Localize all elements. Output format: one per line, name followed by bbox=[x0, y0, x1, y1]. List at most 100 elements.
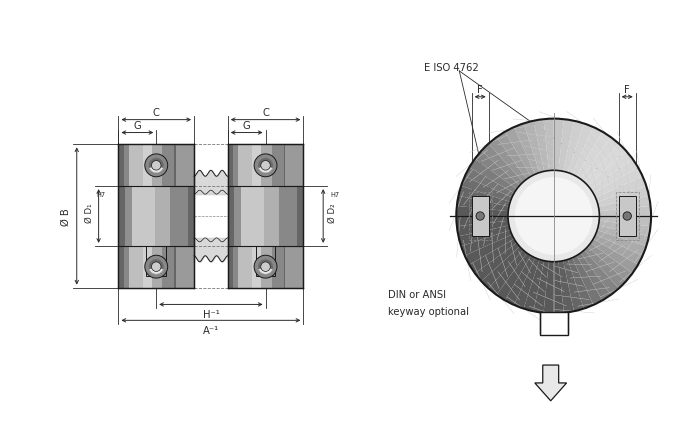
Text: H⁻¹: H⁻¹ bbox=[202, 310, 219, 320]
Polygon shape bbox=[241, 187, 264, 246]
Wedge shape bbox=[543, 262, 554, 314]
Polygon shape bbox=[118, 145, 194, 187]
Wedge shape bbox=[596, 177, 646, 202]
Wedge shape bbox=[524, 260, 544, 312]
Text: H7: H7 bbox=[97, 192, 106, 198]
Circle shape bbox=[151, 262, 161, 272]
Wedge shape bbox=[457, 221, 509, 237]
Polygon shape bbox=[256, 246, 262, 276]
Polygon shape bbox=[228, 246, 233, 288]
Wedge shape bbox=[456, 206, 508, 217]
Wedge shape bbox=[588, 151, 633, 190]
Polygon shape bbox=[228, 246, 303, 288]
Polygon shape bbox=[153, 246, 160, 276]
Wedge shape bbox=[594, 235, 643, 265]
Polygon shape bbox=[279, 187, 298, 246]
Wedge shape bbox=[149, 260, 164, 270]
Text: Ø D₂: Ø D₂ bbox=[328, 203, 337, 222]
Wedge shape bbox=[524, 122, 544, 173]
Wedge shape bbox=[554, 262, 564, 314]
Polygon shape bbox=[284, 145, 285, 187]
Wedge shape bbox=[533, 120, 549, 172]
Polygon shape bbox=[129, 246, 143, 288]
Wedge shape bbox=[461, 177, 512, 202]
Polygon shape bbox=[619, 197, 636, 237]
Polygon shape bbox=[270, 246, 276, 276]
Polygon shape bbox=[535, 365, 566, 401]
Polygon shape bbox=[234, 187, 241, 246]
Circle shape bbox=[261, 262, 270, 272]
Circle shape bbox=[476, 212, 484, 220]
Polygon shape bbox=[233, 145, 239, 187]
Wedge shape bbox=[496, 132, 531, 180]
Text: F: F bbox=[624, 85, 630, 95]
Wedge shape bbox=[599, 217, 651, 227]
Wedge shape bbox=[470, 239, 517, 273]
Wedge shape bbox=[149, 267, 163, 274]
Wedge shape bbox=[258, 166, 272, 173]
Circle shape bbox=[508, 171, 599, 262]
Polygon shape bbox=[284, 246, 285, 288]
Wedge shape bbox=[475, 151, 519, 190]
Wedge shape bbox=[514, 258, 540, 309]
Wedge shape bbox=[584, 145, 626, 186]
Text: Ø D₁: Ø D₁ bbox=[85, 203, 94, 222]
Polygon shape bbox=[228, 187, 234, 246]
Polygon shape bbox=[125, 187, 132, 246]
Polygon shape bbox=[252, 246, 261, 288]
Wedge shape bbox=[597, 226, 649, 247]
Circle shape bbox=[145, 256, 168, 279]
Text: H7: H7 bbox=[330, 192, 340, 198]
Circle shape bbox=[623, 212, 631, 220]
Wedge shape bbox=[559, 120, 574, 172]
Polygon shape bbox=[264, 187, 279, 246]
Polygon shape bbox=[252, 145, 261, 187]
Wedge shape bbox=[564, 122, 584, 173]
Polygon shape bbox=[146, 246, 153, 276]
Wedge shape bbox=[457, 196, 509, 212]
Circle shape bbox=[254, 155, 277, 178]
Wedge shape bbox=[482, 247, 523, 289]
Polygon shape bbox=[540, 312, 568, 335]
Text: F: F bbox=[477, 85, 483, 95]
Wedge shape bbox=[514, 124, 540, 175]
Polygon shape bbox=[174, 145, 176, 187]
Text: keyway optional: keyway optional bbox=[388, 307, 469, 317]
Wedge shape bbox=[475, 243, 519, 282]
Circle shape bbox=[261, 161, 270, 171]
Wedge shape bbox=[456, 217, 508, 227]
Wedge shape bbox=[465, 168, 514, 198]
Wedge shape bbox=[568, 124, 594, 175]
Wedge shape bbox=[554, 119, 564, 171]
Wedge shape bbox=[598, 221, 650, 237]
Wedge shape bbox=[573, 128, 603, 177]
Wedge shape bbox=[482, 145, 523, 186]
Polygon shape bbox=[160, 246, 166, 276]
Wedge shape bbox=[258, 260, 273, 270]
Wedge shape bbox=[591, 239, 638, 273]
Text: E ISO 4762: E ISO 4762 bbox=[424, 63, 478, 73]
Polygon shape bbox=[261, 145, 272, 187]
Wedge shape bbox=[591, 159, 638, 194]
Wedge shape bbox=[533, 261, 549, 313]
Wedge shape bbox=[149, 158, 164, 168]
Wedge shape bbox=[568, 258, 594, 309]
Wedge shape bbox=[489, 250, 527, 295]
Polygon shape bbox=[472, 197, 489, 237]
Polygon shape bbox=[239, 246, 252, 288]
Wedge shape bbox=[573, 256, 603, 305]
Polygon shape bbox=[228, 145, 233, 187]
Circle shape bbox=[151, 161, 161, 171]
Wedge shape bbox=[564, 260, 584, 312]
Polygon shape bbox=[162, 246, 174, 288]
Polygon shape bbox=[188, 187, 194, 246]
Wedge shape bbox=[489, 138, 527, 183]
Wedge shape bbox=[505, 128, 535, 177]
Polygon shape bbox=[129, 145, 143, 187]
Polygon shape bbox=[132, 187, 155, 246]
Polygon shape bbox=[152, 145, 162, 187]
Wedge shape bbox=[470, 159, 517, 194]
Wedge shape bbox=[496, 253, 531, 301]
Text: DIN or ANSI: DIN or ANSI bbox=[388, 289, 446, 299]
Polygon shape bbox=[272, 246, 284, 288]
